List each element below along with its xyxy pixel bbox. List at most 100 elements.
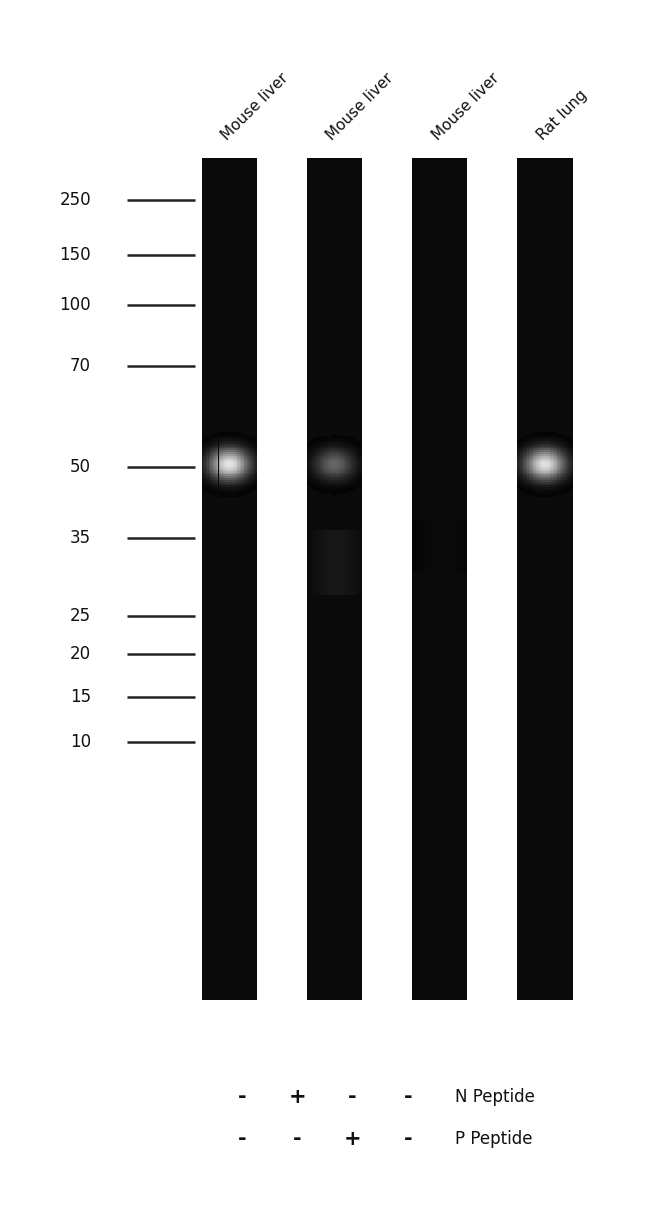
Bar	[337, 458, 338, 459]
Bar	[234, 469, 235, 470]
Bar	[230, 467, 231, 469]
Bar	[563, 438, 564, 439]
Bar	[527, 491, 528, 493]
Bar	[344, 454, 345, 456]
Bar	[242, 470, 244, 473]
Bar	[206, 469, 207, 470]
Bar	[227, 439, 228, 441]
Bar	[239, 480, 240, 481]
Bar	[564, 467, 566, 469]
Bar	[252, 442, 254, 445]
Bar	[313, 486, 314, 487]
Bar	[222, 490, 223, 491]
Bar	[234, 448, 235, 451]
Bar	[320, 469, 321, 470]
Bar	[346, 480, 348, 481]
Bar	[333, 451, 335, 452]
Bar	[536, 447, 538, 448]
Bar	[216, 463, 217, 465]
Bar	[239, 470, 240, 473]
Bar	[228, 435, 230, 438]
Bar	[224, 448, 226, 451]
Bar	[327, 438, 328, 439]
Bar	[543, 439, 544, 441]
Bar	[539, 478, 540, 480]
Bar	[556, 473, 557, 474]
Bar	[570, 474, 571, 476]
Bar	[562, 490, 563, 491]
Bar	[324, 478, 325, 480]
Bar	[547, 458, 549, 459]
Bar	[342, 481, 344, 484]
Bar	[252, 490, 254, 491]
Bar	[527, 441, 528, 442]
Bar	[237, 490, 239, 491]
Bar	[234, 459, 235, 462]
Bar	[520, 459, 522, 462]
Bar	[551, 487, 552, 490]
Bar	[549, 456, 550, 458]
Bar	[541, 442, 543, 445]
Bar	[540, 458, 541, 459]
Bar	[549, 454, 550, 456]
Bar	[342, 442, 344, 445]
Bar	[547, 490, 549, 491]
Bar	[571, 459, 573, 462]
Bar	[318, 469, 320, 470]
Bar	[568, 481, 570, 484]
Bar	[220, 441, 222, 442]
Bar	[351, 480, 352, 481]
Bar	[345, 474, 346, 476]
Bar	[211, 438, 213, 439]
Bar	[332, 456, 333, 458]
Bar	[228, 465, 230, 467]
Bar	[338, 439, 339, 441]
Bar	[246, 442, 247, 445]
Bar	[237, 493, 239, 494]
Bar	[335, 465, 337, 467]
Bar	[235, 448, 237, 451]
Bar	[341, 470, 342, 473]
Bar	[536, 474, 538, 476]
Bar	[550, 478, 551, 480]
Bar	[344, 481, 345, 484]
Bar	[546, 442, 547, 445]
Bar	[222, 476, 223, 478]
Bar	[533, 447, 534, 448]
Bar	[213, 473, 214, 474]
Bar	[318, 439, 320, 441]
Bar	[541, 451, 543, 452]
Bar	[226, 442, 227, 445]
Bar	[538, 487, 539, 490]
Bar	[349, 487, 351, 490]
Bar	[570, 481, 571, 484]
Bar	[550, 448, 551, 451]
Bar	[346, 445, 348, 447]
Bar	[233, 454, 234, 456]
Bar	[540, 470, 541, 473]
Bar	[206, 452, 207, 454]
Bar	[549, 435, 550, 438]
Bar	[341, 486, 342, 487]
Bar	[558, 473, 560, 474]
Bar	[244, 445, 246, 447]
Bar	[549, 439, 550, 441]
Bar	[551, 481, 552, 484]
Bar	[214, 435, 216, 438]
Bar	[307, 473, 308, 474]
Bar	[307, 463, 308, 465]
Bar	[254, 445, 255, 447]
Bar	[231, 470, 233, 473]
Bar	[250, 469, 251, 470]
Bar	[351, 459, 352, 462]
Bar	[210, 476, 211, 478]
Bar	[209, 465, 210, 467]
Bar	[564, 481, 566, 484]
Bar	[224, 474, 226, 476]
Bar	[526, 442, 527, 445]
Bar	[519, 445, 520, 447]
Bar	[351, 442, 352, 445]
Bar	[547, 442, 549, 445]
Bar	[332, 481, 333, 484]
Bar	[313, 462, 314, 463]
